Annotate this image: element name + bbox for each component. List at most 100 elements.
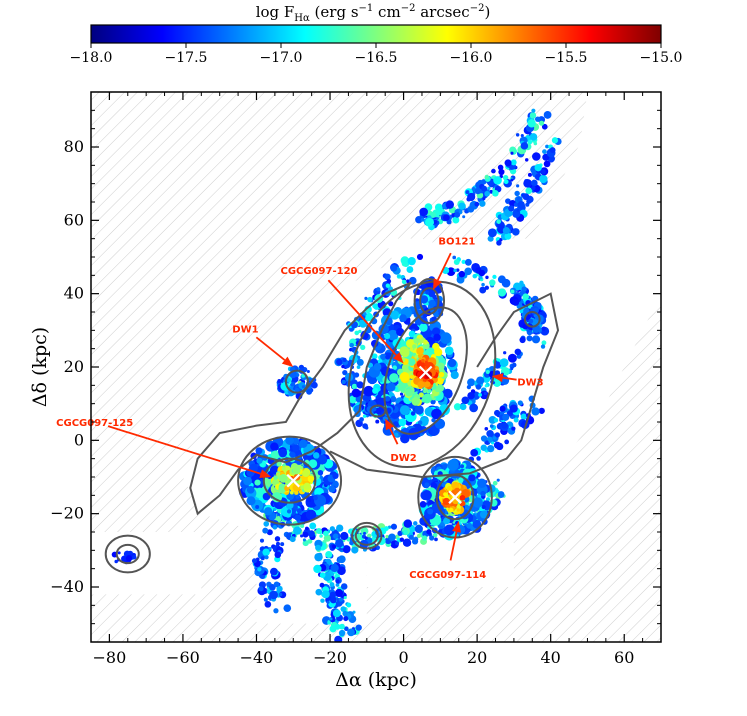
- emission-spot: [499, 405, 506, 412]
- emission-spot: [470, 448, 479, 457]
- emission-spot: [439, 332, 452, 344]
- emission-spot: [407, 358, 416, 366]
- emission-spot: [479, 286, 487, 294]
- emission-spot: [362, 414, 367, 418]
- emission-spot: [443, 517, 451, 525]
- y-axis-label: Δδ (kpc): [29, 327, 51, 407]
- emission-spot: [443, 492, 448, 497]
- emission-spot: [375, 419, 380, 424]
- emission-spot: [424, 381, 431, 388]
- emission-spot: [329, 582, 335, 587]
- emission-spot: [414, 524, 423, 534]
- emission-spot: [358, 318, 368, 328]
- emission-spot: [325, 550, 333, 559]
- emission-spot: [531, 335, 541, 344]
- emission-spot: [523, 178, 532, 188]
- x-axis-label: Δα (kpc): [335, 669, 417, 691]
- contour-left: [115, 543, 140, 565]
- emission-spot: [342, 610, 348, 617]
- emission-spot: [503, 351, 507, 355]
- emission-spot: [509, 404, 518, 413]
- annotation-label: DW1: [232, 325, 258, 336]
- annotation-arrowhead: [433, 278, 442, 290]
- emission-spot: [429, 211, 437, 219]
- emission-spot: [512, 228, 520, 236]
- emission-spot: [472, 519, 482, 529]
- emission-spot: [504, 232, 512, 240]
- emission-spot: [400, 433, 410, 444]
- emission-spot: [342, 357, 347, 363]
- annotation-label: CGCG097-114: [409, 570, 486, 581]
- emission-spot: [309, 522, 317, 530]
- emission-spot: [323, 530, 329, 537]
- emission-spot: [294, 514, 301, 521]
- contour-left-outer: [104, 534, 151, 574]
- coverage-patch: [569, 92, 661, 221]
- emission-spot: [464, 267, 473, 276]
- y-tick-label: 40: [64, 284, 84, 303]
- emission-spot: [527, 172, 532, 177]
- galaxy-center-marker: [448, 490, 462, 504]
- emission-spot: [273, 475, 278, 480]
- emission-spot: [323, 534, 331, 542]
- y-tick-label: −20: [50, 504, 84, 523]
- galaxy-markers: [286, 365, 462, 504]
- emission-spot: [476, 456, 481, 461]
- emission-spot: [468, 474, 476, 482]
- emission-spot: [407, 257, 416, 266]
- emission-spot: [459, 464, 465, 469]
- emission-spot: [433, 333, 441, 342]
- emission-spot: [443, 214, 450, 221]
- emission-spot: [397, 274, 401, 278]
- emission-spot: [256, 457, 263, 464]
- emission-spot: [520, 142, 529, 150]
- emission-spot: [390, 310, 400, 320]
- emission-spot: [315, 588, 323, 596]
- emission-spot: [276, 585, 283, 593]
- emission-spot: [431, 408, 442, 420]
- emission-spot: [356, 358, 364, 366]
- emission-spot: [290, 381, 296, 387]
- emission-spot: [431, 417, 436, 423]
- emission-spot: [515, 133, 520, 137]
- emission-spot: [251, 558, 257, 564]
- emission-spot: [403, 529, 408, 535]
- emission-spot: [494, 432, 501, 438]
- emission-spot: [263, 507, 273, 516]
- annotation-arrows: [107, 252, 517, 561]
- emission-spot: [276, 461, 282, 467]
- y-tick-label: −40: [50, 577, 84, 596]
- emission-spot: [489, 279, 496, 286]
- emission-spot: [258, 586, 264, 592]
- emission-spot: [274, 536, 281, 542]
- emission-spot: [527, 119, 536, 128]
- annotation-arrow: [389, 427, 399, 445]
- emission-spot: [501, 278, 511, 288]
- contour-dw2: [369, 404, 387, 418]
- emission-spot: [340, 531, 349, 541]
- emission-spot: [300, 534, 304, 538]
- emission-spot: [478, 393, 482, 397]
- emission-spot: [351, 546, 359, 554]
- emission-spot: [532, 152, 541, 161]
- emission-spot: [356, 381, 364, 389]
- emission-spot: [344, 626, 349, 632]
- emission-spot: [301, 385, 306, 389]
- emission-spot: [337, 566, 346, 576]
- emission-spot: [453, 268, 457, 273]
- emission-spot: [330, 563, 339, 573]
- emission-spot: [292, 466, 301, 475]
- emission-spot: [483, 391, 487, 396]
- emission-spot: [531, 185, 536, 191]
- emission-spot: [343, 616, 349, 622]
- emission-spot: [549, 147, 556, 154]
- emission-spot: [493, 176, 502, 185]
- emission-spot: [343, 596, 347, 600]
- emission-spot: [418, 392, 424, 398]
- emission-spot: [534, 164, 542, 172]
- emission-spot: [509, 146, 517, 154]
- emission-spot: [510, 159, 517, 166]
- emission-spot: [466, 385, 471, 390]
- annotation-arrowhead: [491, 373, 504, 383]
- emission-spot: [387, 329, 399, 341]
